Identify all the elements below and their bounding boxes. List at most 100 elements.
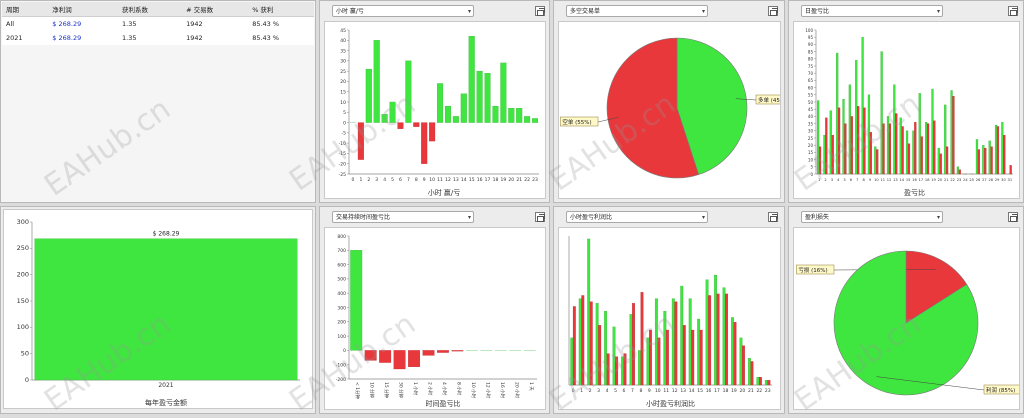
maximize-icon[interactable] [535,212,545,222]
bar-single [408,350,420,366]
y-tick-label: 250 [17,244,29,252]
bar-loss [978,150,980,174]
y-tick-label: 50 [808,100,814,105]
bar-win [912,131,914,174]
y-tick-label: 45 [340,28,346,34]
bar-single [516,108,522,122]
x-tick-label: 17 [485,177,491,183]
daily-pl-dropdown[interactable]: 日盈亏比▾ [801,5,943,17]
col-win-pct[interactable]: % 获利 [248,2,314,17]
duration-pl-dropdown[interactable]: 交易持续时间盈亏比▾ [332,211,474,223]
y-tick-label: 90 [808,42,814,47]
y-tick-label: 0 [343,348,346,354]
x-tick-label: 3 [597,388,600,394]
table-row[interactable]: All $ 268.29 1.35 1942 85.43 % [2,17,314,32]
chevron-down-icon: ▾ [937,6,940,18]
maximize-icon[interactable] [768,6,778,16]
bar-single [406,61,412,123]
cell-trades: 1942 [182,31,248,45]
y-tick-label: -200 [336,377,346,383]
y-tick-label: 500 [337,277,346,283]
bar-loss [984,148,986,174]
y-tick-label: 15 [808,150,814,155]
bar-win [697,319,700,385]
cell-net-profit: $ 268.29 [48,17,118,32]
bar-loss [632,303,635,385]
x-tick-label: 8 [863,178,866,182]
bar-loss [902,126,904,174]
x-tick-label: 23 [765,388,771,394]
bar-win [995,125,997,174]
hourly-ratio-dropdown[interactable]: 小时盈亏利润比▾ [566,211,708,223]
slice-label: 亏损 (16%) [798,266,827,274]
long-short-chart: 多单 (45%)空单 (55%) [559,22,780,198]
bar-win [596,303,599,385]
x-tick-label: 3 [375,177,378,183]
x-tick-label: 10 分钟 [369,382,376,399]
bar-single [421,123,427,164]
bar-loss [1003,135,1005,174]
maximize-icon[interactable] [535,6,545,16]
x-tick-label: 1 小时 [412,382,419,396]
col-profit-factor[interactable]: 获利系数 [118,2,182,17]
col-net-profit[interactable]: 净利润 [48,2,118,17]
bar-single [35,239,298,380]
x-tick-label: 19 [931,178,936,182]
y-tick-label: 0 [25,376,29,384]
bar-win [604,311,607,385]
bar-single [350,250,362,350]
x-tick-label: 1 天 [528,382,534,391]
bar-loss [953,96,955,174]
col-trades[interactable]: # 交易数 [182,2,248,17]
maximize-icon[interactable] [768,212,778,222]
maximize-icon[interactable] [1008,6,1018,16]
x-tick-label: 10 [874,178,879,182]
bar-win [680,286,683,385]
col-period[interactable]: 周期 [2,2,48,17]
long-short-chart-area: 多单 (45%)空单 (55%) [558,21,781,199]
win-loss-dropdown[interactable]: 盈利损失▾ [801,211,943,223]
bar-win [817,101,819,174]
bar-win [843,99,845,174]
bar-win [571,338,574,385]
bar-win [855,60,857,174]
x-tick-label: 8 小时 [455,382,462,396]
table-row[interactable]: 2021 $ 268.29 1.35 1942 85.43 % [2,31,314,45]
x-tick-label: 13 [680,388,686,394]
x-tick-label: 4 小时 [441,382,448,396]
y-tick-label: 300 [337,305,346,311]
bar-win [982,145,984,174]
bar-loss [959,170,961,174]
bar-loss [751,361,754,385]
hourly-pl-dropdown[interactable]: 小时 赢/亏▾ [332,5,474,17]
x-tick-label: 12 [445,177,451,183]
bar-loss [927,124,929,174]
y-tick-label: 40 [808,114,814,119]
stats-table: 周期 净利润 获利系数 # 交易数 % 获利 All $ 268.29 1.35… [2,2,314,45]
x-tick-label: 24 [963,178,968,182]
bar-loss [742,346,745,385]
bar-loss [876,150,878,174]
x-tick-label: 23 [532,177,538,183]
y-tick-label: 400 [337,291,346,297]
long-short-dropdown[interactable]: 多空交易单▾ [566,5,708,17]
maximize-icon[interactable] [1008,212,1018,222]
dropdown-value: 盈利损失 [805,214,829,221]
bar-single [493,106,499,122]
bar-single [437,350,449,352]
bar-loss [615,357,618,385]
x-tick-label: 2 [824,178,826,182]
y-tick-label: 200 [17,270,29,278]
bar-single [379,350,391,362]
bar-loss [940,154,942,174]
y-tick-label: 10 [340,100,346,106]
cell-period: All [2,17,48,32]
slice-label: 多单 (45%) [758,96,780,104]
x-tick-label: 9 [423,177,426,183]
y-tick-label: 5 [343,110,346,116]
